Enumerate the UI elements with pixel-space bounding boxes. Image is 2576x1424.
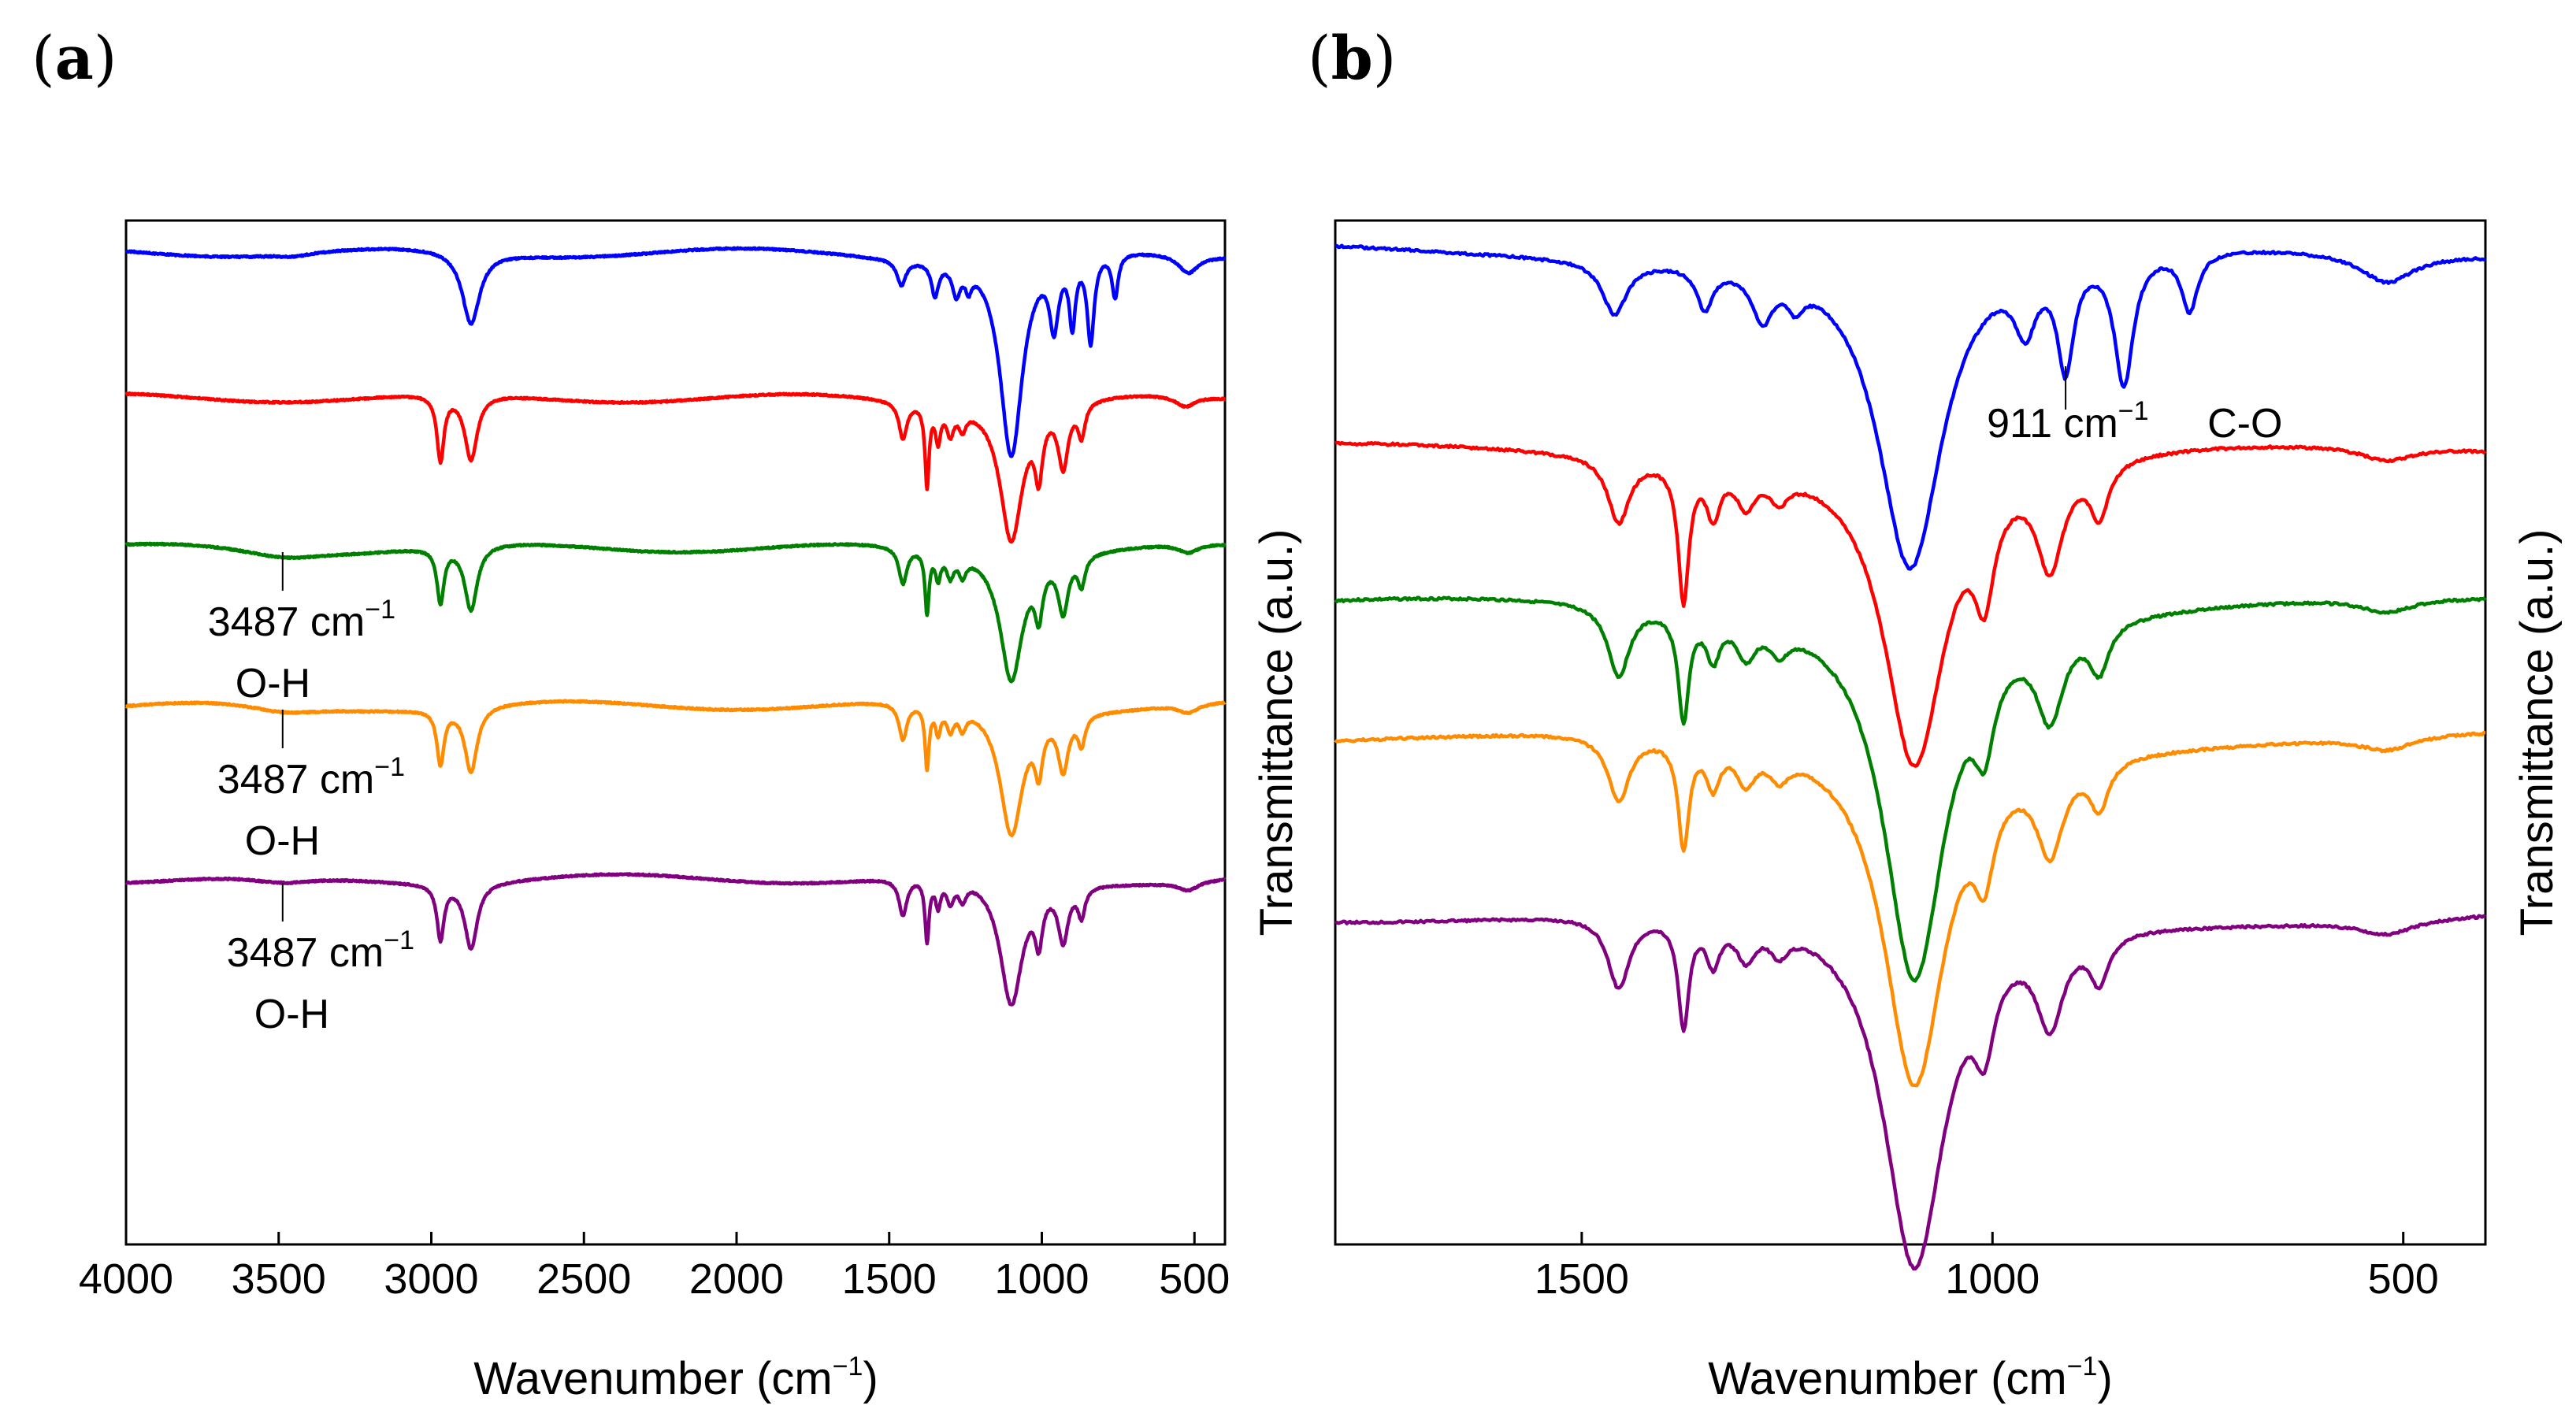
panel-b-series-3-line	[1334, 595, 2487, 983]
panel-a-annotations: 3487 cm−1 O-H 3487 cm−1 O-H 3487 cm−1 O-H	[208, 552, 414, 1037]
panel-a-x-tick-label: 1500	[842, 1255, 937, 1303]
panel-a-x-tick-label: 2500	[536, 1255, 631, 1303]
panel-b-x-tick-label: 500	[2368, 1255, 2439, 1303]
panel-a-x-ticks: 4000 3500 3000 2500 2000 1500 1000 500	[79, 1232, 1230, 1303]
annotation-wavenumber-label: 911 cm−1	[1987, 396, 2148, 447]
panel-b-letter: (b)	[1308, 23, 1396, 93]
panel-b-x-axis-label: Wavenumber (cm−1)	[1708, 1352, 2113, 1404]
annotation-wavenumber-label: 3487 cm−1	[208, 595, 395, 645]
panel-a-x-tick-label: 1000	[994, 1255, 1089, 1303]
panel-b-x-ticks: 1500 1000 500	[1535, 1232, 2439, 1303]
panel-b-x-tick-label: 1500	[1535, 1255, 1629, 1303]
panel-b-annotations: 911 cm−1 C-O	[1987, 366, 2282, 447]
panel-a-letter: (a)	[32, 23, 117, 93]
panel-b-series	[1334, 243, 2487, 1271]
annotation-wavenumber-label: 3487 cm−1	[217, 752, 405, 803]
annotation-group-label: O-H	[254, 992, 329, 1037]
panel-b-series-1-line	[1334, 243, 2486, 571]
annotation-group-label: O-H	[236, 661, 310, 706]
panel-a-series-2-line	[124, 391, 1227, 544]
panel-a-series-4-line	[124, 699, 1227, 838]
panel-a-x-tick-label: 2000	[689, 1255, 784, 1303]
annotation-group-label: O-H	[245, 818, 320, 864]
panel-a-y-axis-label: Transmittance (a.u.)	[1251, 529, 1302, 936]
panel-a-x-tick-label: 3000	[384, 1255, 478, 1303]
annotation-wavenumber-label: 3487 cm−1	[227, 925, 414, 976]
panel-a-x-tick-label: 500	[1159, 1255, 1230, 1303]
panel-a-series-1-line	[124, 246, 1227, 458]
panel-a: 4000 3500 3000 2500 2000 1500 1000 500 3487 cm−…	[79, 219, 1302, 1404]
panel-a-x-axis-label: Wavenumber (cm−1)	[473, 1352, 878, 1404]
panel-b-y-axis-label-right: Transmittance (a.u.)	[2511, 529, 2563, 936]
panel-a-series-3-line	[124, 541, 1227, 684]
panel-b-series-4-line	[1334, 730, 2486, 1088]
panel-a-x-tick-label: 4000	[79, 1255, 173, 1303]
panel-a-x-tick-label: 3500	[232, 1255, 326, 1303]
panel-a-series-5-line	[124, 872, 1227, 1007]
panel-b-x-tick-label: 1000	[1945, 1255, 2040, 1303]
panel-a-series	[124, 246, 1227, 1007]
panel-a-plot-frame	[124, 219, 1227, 1246]
panel-b-series-5-line	[1334, 914, 2486, 1271]
panel-b-plot-frame	[1334, 219, 2487, 1246]
annotation-group-label: C-O	[2207, 401, 2282, 447]
panel-b-series-2-line	[1334, 440, 2487, 768]
panel-b: 1500 1000 500 911 cm−1 C-O Wavenumber (cm−1…	[1334, 219, 2563, 1404]
